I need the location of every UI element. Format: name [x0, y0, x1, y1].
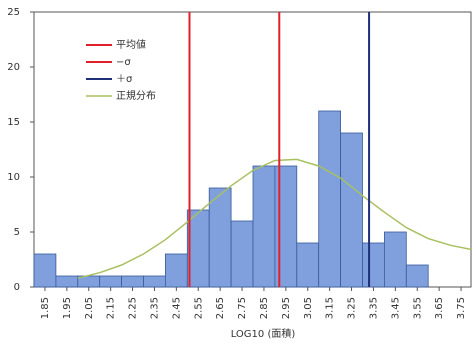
legend-label: 正規分布: [116, 90, 156, 102]
x-tick-label: 3.45: [390, 297, 401, 319]
y-tick-label: 25: [7, 7, 20, 18]
x-tick-label: 3.65: [434, 297, 445, 319]
x-tick-label: 3.25: [347, 297, 358, 319]
x-axis-label: LOG10 (面積): [231, 327, 296, 340]
legend-label: −σ: [116, 57, 131, 68]
x-tick-label: 3.15: [325, 297, 336, 319]
x-tick-label: 2.55: [193, 297, 204, 319]
y-tick-label: 5: [14, 227, 20, 238]
bar: [274, 165, 298, 288]
legend: 平均値 −σ ＋σ 正規分布: [86, 38, 156, 102]
x-tick-label: 2.75: [237, 297, 248, 319]
x-tick-label: 2.05: [84, 297, 95, 319]
bar: [55, 275, 79, 288]
x-tick-label: 3.55: [412, 297, 423, 319]
bar: [143, 275, 166, 288]
x-tick-label: 2.65: [215, 297, 226, 319]
legend-label: 平均値: [116, 38, 146, 51]
bar: [208, 187, 232, 288]
y-tick-label: 20: [7, 62, 20, 73]
bar: [318, 110, 342, 288]
bar: [121, 275, 144, 288]
y-tick-label: 10: [7, 172, 20, 183]
x-tick-label: 3.35: [368, 297, 379, 319]
x-tick-label: 2.95: [281, 297, 292, 319]
y-tick-label: 15: [7, 117, 20, 128]
bar: [186, 209, 210, 288]
bar: [296, 242, 320, 288]
x-tick-label: 3.05: [303, 297, 314, 319]
x-tick-label: 2.45: [171, 297, 182, 319]
legend-label: ＋σ: [116, 74, 133, 85]
x-tick-label: 1.95: [62, 297, 73, 319]
normal-curve: [77, 158, 472, 279]
bar: [33, 253, 57, 288]
bar: [99, 275, 122, 288]
y-tick-label: 0: [14, 282, 20, 293]
bar: [230, 220, 254, 288]
bar: [252, 165, 276, 288]
bar: [405, 264, 429, 288]
bar: [340, 132, 363, 288]
x-tick-label: 2.85: [259, 297, 270, 319]
x-tick-label: 2.35: [149, 297, 160, 319]
x-tick-label: 3.75: [456, 297, 467, 319]
bar: [383, 231, 407, 288]
x-tick-label: 2.25: [128, 297, 139, 319]
bar: [164, 253, 188, 288]
x-tick-label: 1.85: [40, 297, 51, 319]
x-tick-label: 2.15: [106, 297, 117, 319]
bar: [362, 242, 385, 288]
